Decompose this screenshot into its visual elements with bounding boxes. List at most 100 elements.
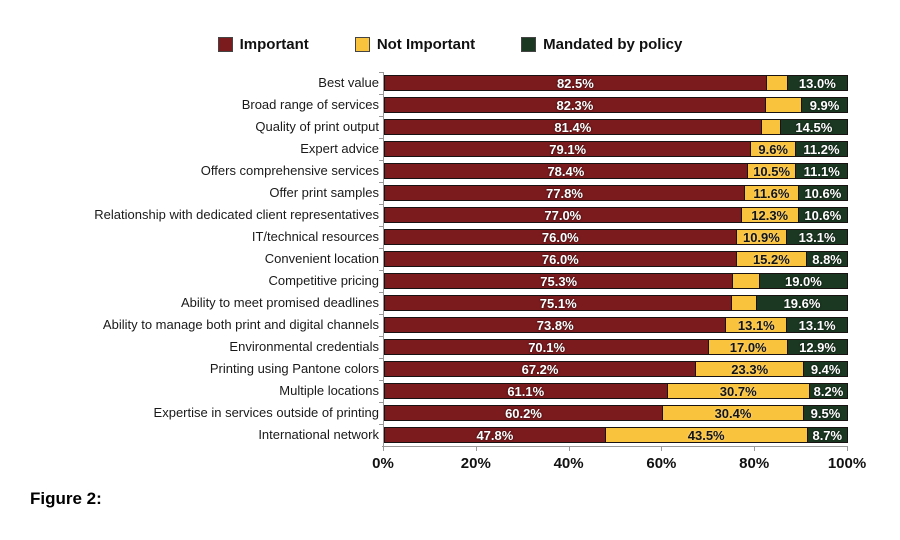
- x-axis-tick: [661, 447, 663, 451]
- category-label: Expertise in services outside of printin…: [153, 405, 379, 420]
- bar-row: IT/technical resources 76.0% 10.9% 13.1%: [30, 226, 848, 248]
- bar-track: 70.1% 17.0% 12.9%: [379, 336, 848, 358]
- bar-row: Relationship with dedicated client repre…: [30, 204, 848, 226]
- legend-label: Mandated by policy: [543, 36, 683, 53]
- bar-track: 77.0% 12.3% 10.6%: [379, 204, 848, 226]
- segment-value-label: 76.0%: [541, 251, 579, 267]
- segment-value-label: 9.4%: [810, 361, 841, 377]
- bar-row: Expertise in services outside of printin…: [30, 402, 848, 424]
- x-axis-tick-label: 100%: [827, 455, 867, 472]
- segment-value-label: 75.1%: [539, 295, 577, 311]
- bar-row: Offers comprehensive services 78.4% 10.5…: [30, 160, 848, 182]
- stacked-bar: 82.5% 13.0%: [384, 75, 848, 91]
- bar-track: 61.1% 30.7% 8.2%: [379, 380, 848, 402]
- segment-not-important: [765, 97, 803, 113]
- stacked-bar: 73.8% 13.1% 13.1%: [384, 317, 848, 333]
- segment-value-label: 73.8%: [536, 317, 574, 333]
- bar-track: 73.8% 13.1% 13.1%: [379, 314, 848, 336]
- segment-value-label: 13.0%: [798, 75, 836, 91]
- segment-not-important: 43.5%: [605, 427, 808, 443]
- segment-mandated: 12.9%: [788, 339, 848, 355]
- bar-track: 76.0% 10.9% 13.1%: [379, 226, 848, 248]
- segment-value-label: 8.2%: [813, 383, 844, 399]
- legend-label: Important: [239, 36, 309, 53]
- segment-important: 78.4%: [384, 163, 748, 179]
- legend-label: Not Important: [376, 36, 476, 53]
- segment-value-label: 78.4%: [547, 163, 585, 179]
- segment-value-label: 82.3%: [556, 97, 594, 113]
- segment-mandated: 9.9%: [802, 97, 848, 113]
- segment-value-label: 19.0%: [784, 273, 822, 289]
- category-label: International network: [258, 427, 379, 442]
- x-axis-tick: [754, 447, 756, 451]
- figure-caption: Figure 2:: [30, 489, 102, 508]
- legend-swatch-icon: [354, 37, 370, 52]
- segment-value-label: 77.8%: [546, 185, 583, 201]
- legend-item: Important: [217, 36, 309, 53]
- x-axis-tick-label: 80%: [739, 455, 770, 472]
- bar-track: 81.4% 14.5%: [379, 116, 848, 138]
- stacked-bar: 60.2% 30.4% 9.5%: [384, 405, 848, 421]
- bar-track: 78.4% 10.5% 11.1%: [379, 160, 848, 182]
- segment-important: 75.3%: [384, 273, 734, 289]
- segment-value-label: 10.9%: [742, 229, 780, 245]
- legend-swatch-icon: [521, 37, 537, 52]
- segment-mandated: 13.0%: [787, 75, 848, 91]
- segment-not-important: 17.0%: [709, 339, 789, 355]
- segment-mandated: 10.6%: [798, 207, 848, 223]
- stacked-bar: 81.4% 14.5%: [384, 119, 848, 135]
- segment-not-important: 10.5%: [747, 163, 797, 179]
- category-label: Environmental credentials: [229, 339, 379, 354]
- segment-mandated: 13.1%: [787, 317, 848, 333]
- segment-important: 76.0%: [384, 229, 737, 245]
- stacked-bar: 47.8% 43.5% 8.7%: [384, 427, 848, 443]
- segment-value-label: 9.5%: [810, 405, 841, 421]
- segment-value-label: 17.0%: [729, 339, 767, 355]
- bar-track: 79.1% 9.6% 11.2%: [379, 138, 848, 160]
- bar-track: 75.1% 19.6%: [379, 292, 848, 314]
- bar-track: 75.3% 19.0%: [379, 270, 848, 292]
- category-label: Multiple locations: [279, 383, 379, 398]
- category-label: Ability to manage both print and digital…: [102, 317, 379, 332]
- segment-value-label: 15.2%: [752, 251, 790, 267]
- stacked-bar: 75.1% 19.6%: [384, 295, 848, 311]
- category-label: Printing using Pantone colors: [209, 361, 379, 376]
- segment-not-important: 11.6%: [744, 185, 799, 201]
- segment-mandated: 11.1%: [796, 163, 848, 179]
- segment-mandated: 13.1%: [787, 229, 848, 245]
- x-axis-tick-label: 20%: [460, 455, 491, 472]
- segment-value-label: 11.2%: [803, 141, 840, 157]
- segment-value-label: 82.5%: [556, 75, 594, 91]
- segment-mandated: 8.7%: [807, 427, 848, 443]
- legend-item: Not Important: [354, 36, 476, 53]
- segment-value-label: 13.1%: [737, 317, 775, 333]
- bar-row: Best value 82.5% 13.0%: [30, 72, 848, 94]
- category-label: Relationship with dedicated client repre…: [94, 207, 379, 222]
- segment-important: 60.2%: [384, 405, 664, 421]
- stacked-bar: 77.8% 11.6% 10.6%: [384, 185, 848, 201]
- legend-swatch-icon: [217, 37, 233, 52]
- stacked-bar: 78.4% 10.5% 11.1%: [384, 163, 848, 179]
- bar-track: 67.2% 23.3% 9.4%: [379, 358, 848, 380]
- stacked-bar: 76.0% 10.9% 13.1%: [384, 229, 848, 245]
- bar-track: 60.2% 30.4% 9.5%: [379, 402, 848, 424]
- segment-important: 67.2%: [384, 361, 697, 377]
- segment-mandated: 10.6%: [798, 185, 848, 201]
- segment-important: 47.8%: [384, 427, 606, 443]
- stacked-bar-chart: Best value 82.5% 13.0% Broad range of se…: [30, 72, 866, 485]
- x-axis-tick: [475, 447, 477, 451]
- segment-value-label: 30.7%: [719, 383, 757, 399]
- segment-value-label: 75.3%: [540, 273, 578, 289]
- segment-value-label: 9.6%: [758, 141, 788, 157]
- segment-important: 61.1%: [384, 383, 668, 399]
- segment-mandated: 19.6%: [757, 295, 848, 311]
- bar-row: Environmental credentials 70.1% 17.0% 12…: [30, 336, 848, 358]
- segment-value-label: 11.6%: [753, 185, 790, 201]
- segment-not-important: [732, 295, 758, 311]
- segment-not-important: 9.6%: [751, 141, 796, 157]
- segment-not-important: 12.3%: [741, 207, 799, 223]
- chart-rows: Best value 82.5% 13.0% Broad range of se…: [30, 72, 848, 446]
- segment-value-label: 79.1%: [549, 141, 587, 157]
- category-label: Convenient location: [264, 251, 379, 266]
- segment-value-label: 12.9%: [799, 339, 836, 355]
